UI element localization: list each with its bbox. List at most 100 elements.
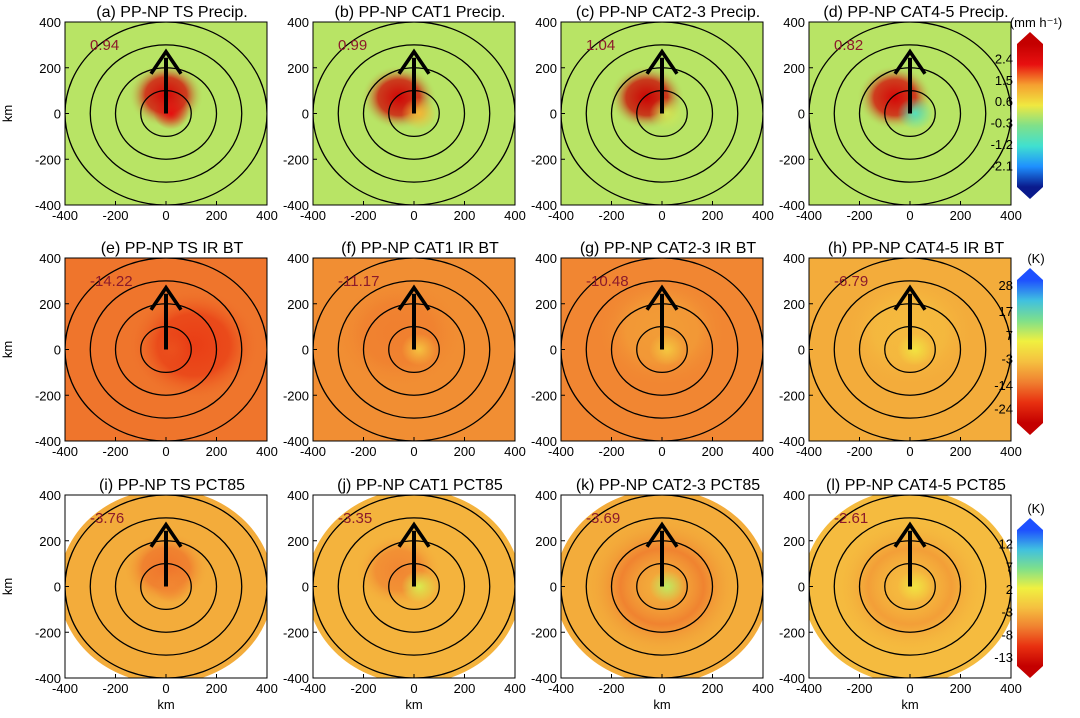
colorbar-tick-label: -1.2 — [991, 137, 1013, 152]
panel-mean-value: 0.99 — [338, 37, 367, 54]
x-tick-label: -400 — [796, 681, 822, 696]
panel-title: (j) PP-NP CAT1 PCT85 — [337, 477, 503, 494]
x-tick-label: -200 — [846, 444, 872, 459]
range-ring — [337, 280, 491, 419]
panel-title: (f) PP-NP CAT1 IR BT — [341, 240, 499, 257]
shear-arrow-head — [645, 284, 679, 311]
background-field — [65, 22, 267, 205]
x-tick-label: -400 — [52, 444, 78, 459]
x-tick-label: -400 — [52, 681, 78, 696]
center-anomaly — [153, 333, 189, 366]
x-tick-label: -400 — [796, 208, 822, 223]
colorbar-tick-label: 0.6 — [995, 94, 1013, 109]
range-ring — [585, 44, 739, 183]
panel-j: (j) PP-NP CAT1 PCT85 -3.35 -400 -200 0 200 400… — [283, 477, 526, 712]
center-anomaly — [649, 333, 685, 366]
panel-title: (i) PP-NP TS PCT85 — [99, 477, 245, 494]
x-tick-label: 0 — [658, 681, 665, 696]
y-tick-label: 200 — [287, 534, 309, 549]
range-ring — [337, 517, 491, 656]
x-tick-label: -200 — [598, 681, 624, 696]
x-tick-label: 400 — [256, 444, 278, 459]
x-tick-label: 400 — [1000, 208, 1022, 223]
x-tick-label: -400 — [300, 208, 326, 223]
y-tick-label: 400 — [783, 488, 805, 503]
x-axis-label: km — [653, 697, 670, 712]
x-tick-label: -400 — [300, 444, 326, 459]
y-tick-label: 0 — [550, 343, 557, 358]
y-tick-label: -200 — [35, 152, 61, 167]
range-ring — [833, 44, 987, 183]
x-tick-label: -400 — [548, 208, 574, 223]
y-tick-label: -200 — [779, 388, 805, 403]
panel-title: (b) PP-NP CAT1 Precip. — [334, 4, 505, 21]
background-field — [313, 22, 515, 205]
panel-title: (k) PP-NP CAT2-3 PCT85 — [576, 477, 760, 494]
y-tick-label: 400 — [783, 251, 805, 266]
y-tick-label: 0 — [798, 580, 805, 595]
y-tick-label: -200 — [35, 388, 61, 403]
y-tick-label: 200 — [535, 534, 557, 549]
x-tick-label: 0 — [906, 208, 913, 223]
center-anomaly — [649, 97, 685, 130]
shear-arrow-head — [149, 521, 183, 548]
x-tick-label: -400 — [52, 208, 78, 223]
center-anomaly — [897, 333, 933, 366]
y-tick-label: 400 — [287, 251, 309, 266]
x-tick-label: -400 — [548, 444, 574, 459]
panel-i: (i) PP-NP TS PCT85 -3.76 -400 -200 0 200 400 40… — [0, 477, 278, 712]
x-tick-label: -400 — [796, 444, 822, 459]
y-tick-label: -200 — [283, 625, 309, 640]
colorbar-1: (K) 28 17 7 -3 -14 -24 — [994, 251, 1045, 435]
colorbar-tick-label: 28 — [999, 278, 1013, 293]
panel-l: (l) PP-NP CAT4-5 PCT85 -2.61 -400 -200 0 200 4… — [779, 477, 1022, 712]
range-ring — [833, 280, 987, 419]
colorbar-unit: (K) — [1027, 501, 1044, 516]
y-tick-label: 0 — [550, 580, 557, 595]
panel-title: (g) PP-NP CAT2-3 IR BT — [580, 240, 757, 257]
x-tick-label: 200 — [206, 208, 228, 223]
y-tick-label: 400 — [535, 251, 557, 266]
y-tick-label: -400 — [283, 671, 309, 686]
y-tick-label: -200 — [283, 388, 309, 403]
x-tick-label: -200 — [102, 681, 128, 696]
x-axis-label: km — [157, 697, 174, 712]
x-tick-label: 200 — [206, 444, 228, 459]
y-tick-label: 200 — [39, 61, 61, 76]
x-tick-label: 200 — [702, 208, 724, 223]
colorbar-tick-label: 2 — [1006, 582, 1013, 597]
range-ring — [89, 517, 243, 656]
y-tick-label: -400 — [531, 671, 557, 686]
x-tick-label: 0 — [162, 681, 169, 696]
center-anomaly — [153, 570, 189, 603]
range-ring — [585, 280, 739, 419]
panel-b: (b) PP-NP CAT1 Precip. 0.99 -400 -200 0 200 40… — [283, 4, 526, 223]
x-tick-label: 400 — [256, 208, 278, 223]
heatmap-field — [313, 22, 515, 205]
colorbar-tick-label: -3 — [1001, 352, 1013, 367]
colorbar-gradient — [1017, 530, 1043, 666]
x-axis-label: km — [901, 697, 918, 712]
panel-mean-value: 0.82 — [834, 37, 863, 54]
range-ring — [585, 517, 739, 656]
y-tick-label: -200 — [779, 152, 805, 167]
colorbar-gradient — [1017, 44, 1043, 187]
y-tick-label: 0 — [54, 580, 61, 595]
panel-mean-value: 0.94 — [90, 37, 119, 54]
x-tick-label: 400 — [752, 681, 774, 696]
shear-arrow-head — [397, 284, 431, 311]
x-axis-label: km — [405, 697, 422, 712]
y-tick-label: 400 — [783, 15, 805, 30]
x-tick-label: 0 — [162, 208, 169, 223]
y-tick-label: 200 — [783, 61, 805, 76]
colorbar-extend-low — [1017, 423, 1043, 435]
panel-title: (e) PP-NP TS IR BT — [101, 240, 244, 257]
colorbar-extend-high — [1017, 518, 1043, 530]
colorbar-tick-label: -13 — [994, 650, 1013, 665]
panel-mean-value: -3.76 — [90, 510, 124, 527]
y-tick-label: -400 — [531, 434, 557, 449]
center-anomaly — [897, 97, 933, 130]
y-tick-label: -400 — [35, 671, 61, 686]
panel-mean-value: -3.69 — [586, 510, 620, 527]
colorbar-extend-low — [1017, 187, 1043, 199]
